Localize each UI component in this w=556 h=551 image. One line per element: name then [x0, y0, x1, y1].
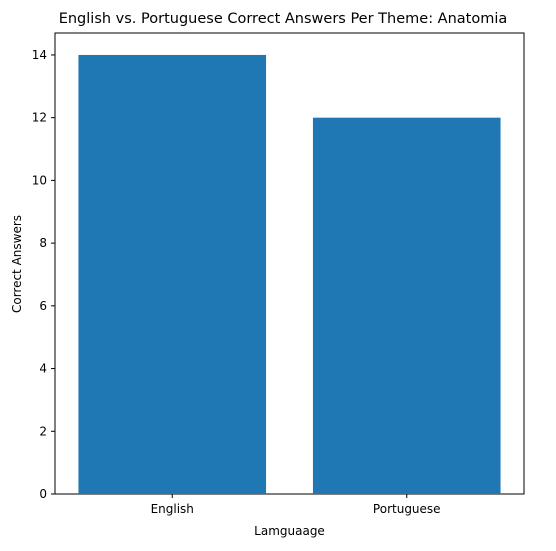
bar-english [78, 54, 267, 494]
y-tick-label: 14 [32, 48, 47, 62]
plot-area [54, 32, 525, 495]
y-tick-label: 2 [39, 424, 47, 438]
x-tick-label: Portuguese [373, 502, 441, 516]
bar-portuguese [312, 117, 501, 495]
y-axis-label: Correct Answers [10, 215, 24, 313]
y-tick-label: 10 [32, 173, 47, 187]
y-tick-label: 12 [32, 111, 47, 125]
y-tick-label: 6 [39, 299, 47, 313]
y-tick-label: 0 [39, 487, 47, 501]
x-axis-label: Lamguaage [254, 524, 325, 538]
x-tick-label: English [151, 502, 194, 516]
bars-group [78, 54, 501, 495]
y-axis-ticks: 0 2 4 6 8 10 12 14 [32, 48, 55, 501]
chart-title: English vs. Portuguese Correct Answers P… [59, 11, 508, 27]
y-tick-label: 4 [39, 362, 47, 376]
x-axis-ticks: English Portuguese [151, 494, 441, 516]
y-tick-label: 8 [39, 236, 47, 250]
plot-frame [54, 32, 525, 495]
